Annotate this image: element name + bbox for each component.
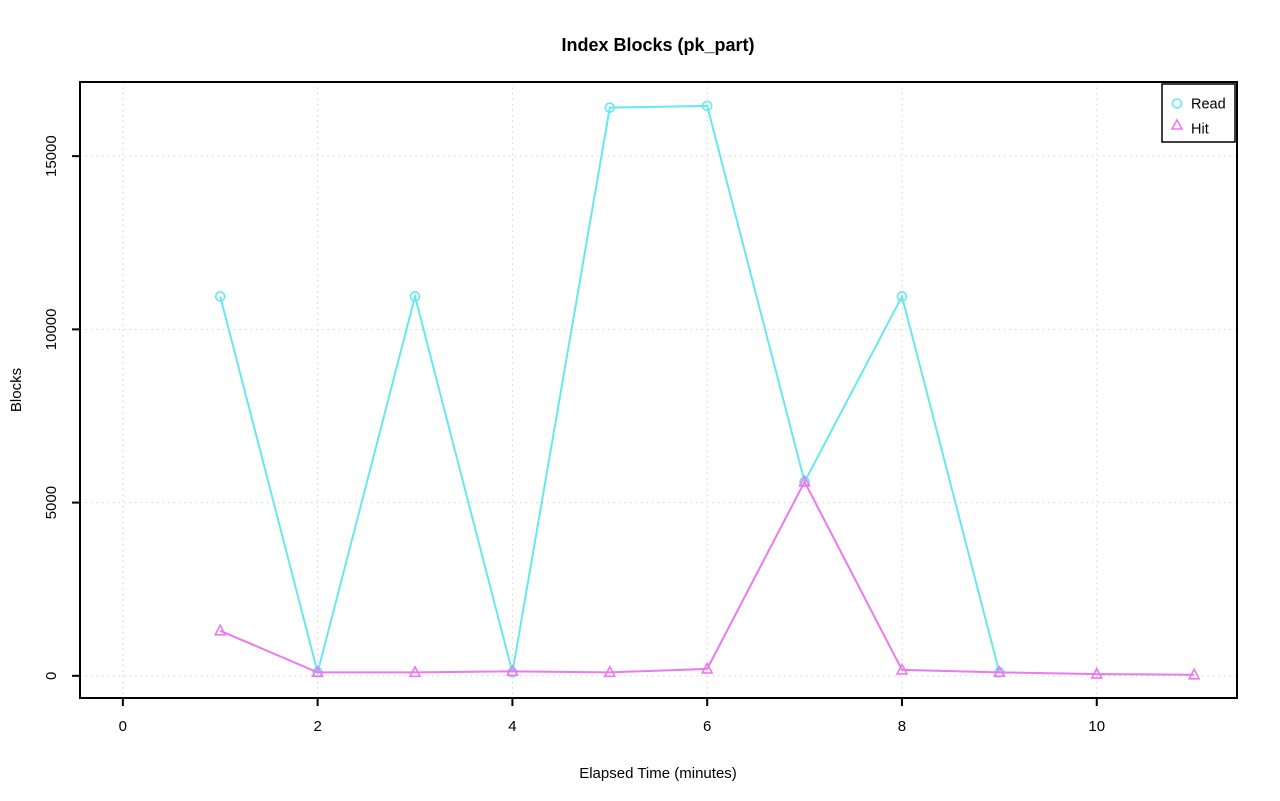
x-tick-label: 6	[703, 718, 711, 735]
hit-point-marker	[603, 665, 617, 678]
hit-point-marker	[798, 474, 811, 487]
legend-read-label: Read	[1191, 97, 1226, 113]
y-tick-label: 15000	[43, 135, 60, 177]
read-point-marker	[214, 291, 226, 302]
read-point-marker	[701, 100, 713, 112]
hit-point-marker	[408, 665, 422, 678]
x-tick-label: 10	[1088, 718, 1105, 735]
read-point-marker	[604, 102, 616, 113]
hit-point-marker	[993, 665, 1006, 678]
x-tick-label: 0	[119, 718, 127, 735]
hit-point-marker	[1090, 666, 1104, 679]
y-tick-label: 10000	[43, 309, 60, 351]
hit-point-marker	[213, 623, 227, 636]
read-line	[219, 104, 1001, 677]
hit-line	[219, 479, 1195, 676]
hit-point-marker	[311, 665, 324, 678]
legend-hit-marker-icon	[1170, 118, 1184, 130]
x-axis-title: Elapsed Time (minutes)	[579, 765, 737, 782]
hit-point-marker	[895, 662, 909, 675]
plot-frame-box	[79, 81, 1238, 699]
x-tick-label: 8	[898, 718, 906, 735]
x-tick-label: 2	[313, 718, 321, 735]
hit-point-marker	[700, 661, 714, 674]
hit-point-marker	[506, 664, 519, 677]
y-tick-label: 5000	[43, 486, 60, 519]
y-tick-label: 0	[43, 672, 60, 680]
read-point-marker	[896, 291, 908, 302]
plot-generated-layer: 0 2 4 6 8 10 0 5000 10000 15000	[43, 82, 1237, 735]
hit-point-marker	[1187, 667, 1201, 680]
read-point-marker	[409, 291, 421, 302]
chart-title: Index Blocks (pk_part)	[561, 35, 754, 55]
legend-box	[1161, 83, 1236, 143]
legend: Read Hit	[1161, 83, 1236, 143]
y-axis-title: Blocks	[8, 368, 25, 412]
x-tick-label: 4	[508, 718, 516, 735]
legend-read-marker-icon	[1171, 98, 1183, 109]
legend-hit-label: Hit	[1191, 122, 1209, 138]
